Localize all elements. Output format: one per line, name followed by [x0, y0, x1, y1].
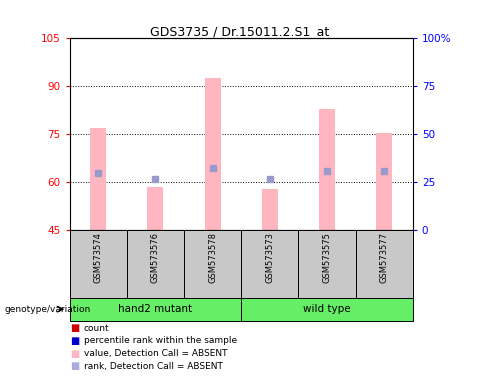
Text: GSM573575: GSM573575: [323, 232, 332, 283]
Bar: [262, 189, 278, 230]
Text: wild type: wild type: [303, 304, 351, 314]
Text: GSM573573: GSM573573: [265, 232, 274, 283]
Bar: [184, 230, 241, 298]
Bar: [319, 109, 335, 230]
Text: GSM573574: GSM573574: [94, 232, 103, 283]
Text: rank, Detection Call = ABSENT: rank, Detection Call = ABSENT: [84, 362, 223, 371]
Text: value, Detection Call = ABSENT: value, Detection Call = ABSENT: [84, 349, 228, 358]
Bar: [356, 230, 413, 298]
Text: GSM573576: GSM573576: [151, 232, 160, 283]
Bar: [376, 133, 392, 230]
Text: percentile rank within the sample: percentile rank within the sample: [84, 336, 237, 346]
Text: ■: ■: [70, 361, 79, 371]
Text: ■: ■: [70, 349, 79, 359]
Text: count: count: [84, 324, 109, 333]
Bar: [127, 230, 184, 298]
Bar: [70, 230, 127, 298]
Bar: [70, 298, 241, 321]
Text: genotype/variation: genotype/variation: [5, 305, 91, 314]
Bar: [299, 230, 356, 298]
Bar: [90, 128, 106, 230]
Bar: [147, 187, 163, 230]
Text: ■: ■: [70, 323, 79, 333]
Bar: [241, 230, 299, 298]
Text: ■: ■: [70, 336, 79, 346]
Text: GSM573577: GSM573577: [380, 232, 389, 283]
Bar: [204, 78, 221, 230]
Text: GSM573578: GSM573578: [208, 232, 217, 283]
Text: hand2 mutant: hand2 mutant: [119, 304, 192, 314]
Bar: [241, 298, 413, 321]
Text: GDS3735 / Dr.15011.2.S1_at: GDS3735 / Dr.15011.2.S1_at: [150, 25, 330, 38]
